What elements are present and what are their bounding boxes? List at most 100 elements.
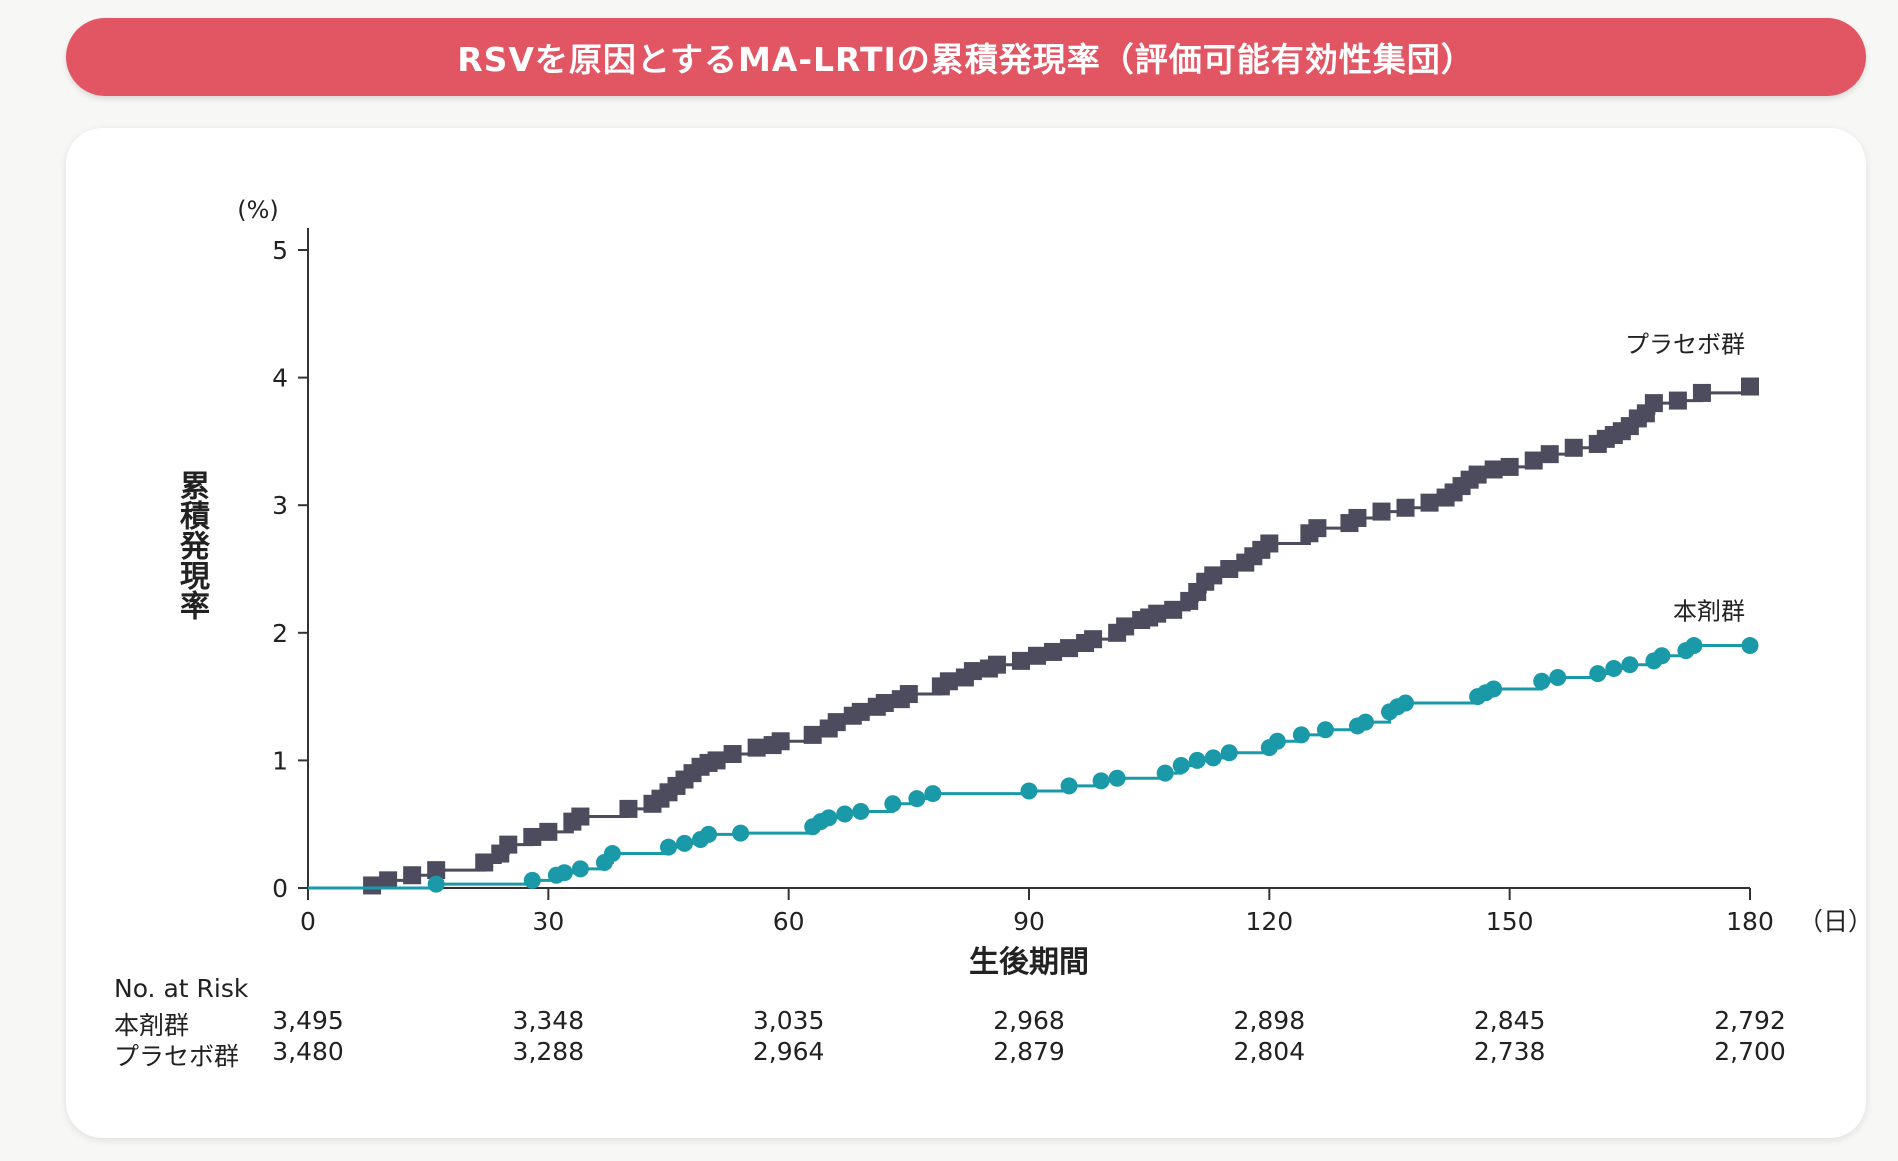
data-point	[803, 725, 822, 744]
y-tick-label: 1	[272, 746, 288, 775]
y-tick-label: 0	[272, 874, 288, 903]
data-point	[523, 827, 542, 846]
risk-value: 3,348	[512, 1006, 585, 1035]
chart-panel	[66, 128, 1866, 1138]
data-point	[1116, 617, 1135, 636]
series-label: 本剤群	[1673, 598, 1745, 626]
risk-value: 2,738	[1473, 1037, 1546, 1066]
data-point	[820, 809, 838, 827]
y-unit-label: (%)	[237, 196, 279, 224]
data-point	[1372, 502, 1391, 521]
data-point	[1484, 460, 1503, 479]
data-point	[1204, 566, 1223, 585]
data-point	[1396, 498, 1415, 517]
data-point	[884, 795, 902, 813]
data-point	[427, 875, 445, 893]
chart-title-banner: RSVを原因とするMA-LRTIの累積発現率（評価可能有効性集団）	[66, 18, 1866, 96]
data-point	[924, 785, 942, 803]
data-point	[571, 860, 589, 878]
x-tick-label: 120	[1245, 907, 1293, 936]
x-tick-label: 150	[1486, 907, 1534, 936]
data-point	[660, 838, 677, 856]
data-point	[523, 871, 541, 889]
data-point	[499, 835, 518, 854]
risk-value: 2,792	[1714, 1006, 1786, 1035]
data-point	[1397, 694, 1415, 712]
data-point	[1589, 665, 1607, 683]
risk-value: 2,898	[1233, 1006, 1306, 1035]
data-point	[939, 672, 958, 691]
data-point	[603, 845, 621, 863]
data-point	[963, 662, 982, 681]
risk-value: 3,288	[512, 1037, 585, 1066]
data-point	[1308, 519, 1327, 538]
risk-table-title: No. at Risk	[114, 974, 249, 1003]
data-point	[1316, 721, 1334, 739]
data-point	[747, 738, 766, 757]
chart-title: RSVを原因とするMA-LRTIの累積発現率（評価可能有効性集団）	[457, 40, 1475, 79]
data-point	[851, 702, 870, 721]
data-point	[1348, 508, 1367, 527]
data-point	[723, 745, 742, 764]
risk-value: 2,968	[993, 1006, 1065, 1035]
data-point	[403, 866, 422, 885]
data-point	[1605, 660, 1623, 678]
data-point	[1644, 394, 1663, 413]
data-point	[427, 861, 446, 880]
data-point	[836, 805, 854, 823]
x-tick-label: 90	[1013, 907, 1045, 936]
y-tick-label: 3	[272, 491, 288, 520]
data-point	[1260, 534, 1279, 553]
series-label: プラセボ群	[1625, 331, 1745, 359]
data-point	[1108, 769, 1126, 787]
x-tick-label: 180	[1726, 907, 1774, 936]
data-point	[1156, 764, 1174, 782]
x-tick-label: 60	[773, 907, 805, 936]
data-point	[1092, 772, 1110, 790]
risk-row-label: 本剤群	[114, 1011, 190, 1040]
data-point	[1084, 630, 1103, 649]
data-point	[571, 807, 590, 826]
data-point	[732, 824, 750, 842]
data-point	[1164, 600, 1183, 619]
risk-value: 3,035	[752, 1006, 825, 1035]
data-point	[1268, 732, 1286, 750]
data-point	[707, 751, 726, 770]
y-tick-label: 2	[272, 619, 288, 648]
data-point	[1420, 493, 1439, 512]
data-point	[363, 876, 382, 895]
data-point	[771, 732, 790, 751]
data-point	[1356, 713, 1374, 731]
data-point	[1020, 782, 1038, 800]
data-point	[1028, 646, 1047, 665]
risk-value: 2,700	[1714, 1037, 1786, 1066]
risk-value: 3,480	[272, 1037, 344, 1066]
data-point	[852, 802, 870, 820]
data-point	[1220, 560, 1239, 578]
data-point	[1741, 377, 1759, 396]
data-point	[875, 693, 894, 712]
data-point	[1549, 668, 1567, 686]
data-point	[1148, 604, 1167, 623]
risk-value: 2,845	[1473, 1006, 1546, 1035]
y-axis-label: 累積発現率	[174, 470, 209, 620]
data-point	[1692, 383, 1711, 402]
data-point	[1564, 438, 1583, 457]
risk-value: 3,495	[272, 1006, 344, 1035]
data-point	[1533, 672, 1551, 690]
data-point	[1292, 726, 1310, 744]
x-axis-label: 生後期間	[969, 945, 1089, 980]
data-point	[1485, 680, 1503, 698]
data-point	[1668, 391, 1687, 410]
data-point	[1621, 656, 1639, 674]
y-tick-label: 5	[272, 236, 288, 265]
data-point	[1741, 637, 1759, 655]
data-point	[908, 790, 926, 808]
data-point	[379, 871, 398, 890]
data-point	[1204, 749, 1222, 767]
data-point	[899, 685, 918, 704]
data-point	[1653, 647, 1671, 665]
risk-row-label: プラセボ群	[114, 1042, 240, 1071]
risk-value: 2,879	[993, 1037, 1065, 1066]
